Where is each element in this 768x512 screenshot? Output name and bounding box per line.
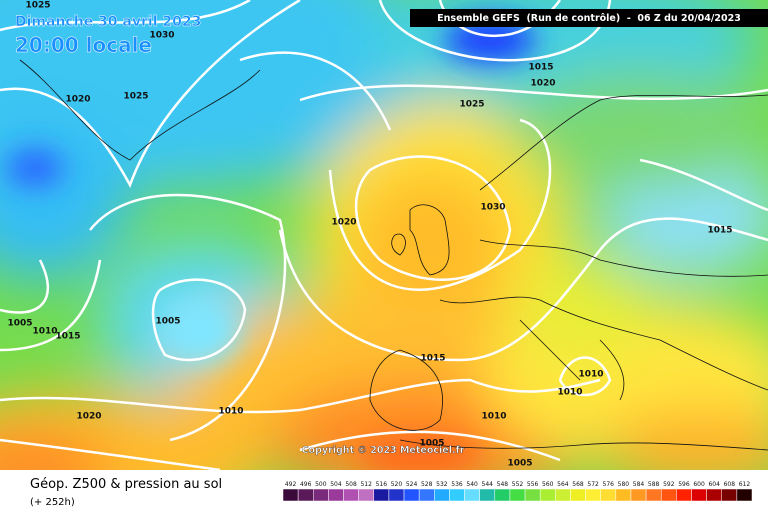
isobar-label: 1025 (459, 100, 484, 110)
scale-swatch (691, 488, 707, 502)
scale-label: 608 (724, 481, 736, 488)
scale-swatch (373, 488, 390, 502)
isobar-label: 1010 (481, 412, 506, 422)
scale-label: 592 (663, 481, 675, 488)
scale-swatch (282, 488, 299, 502)
scale-label: 532 (436, 481, 448, 488)
isobar-label: 1005 (507, 459, 532, 469)
isobar-label: 1005 (7, 319, 32, 329)
map-date: Dimanche 30 avril 2023 (15, 14, 201, 30)
scale-swatch (479, 488, 496, 502)
isobar-label: 1010 (218, 407, 243, 417)
run-info: Ensemble GEFS (Run de contrôle) - 06 Z d… (437, 13, 741, 24)
scale-label: 604 (708, 481, 720, 488)
scale-swatch (676, 488, 692, 502)
scale-label: 580 (618, 481, 630, 488)
isobar-label: 1015 (420, 354, 445, 364)
scale-label: 568 (572, 481, 584, 488)
scale-swatch (509, 488, 526, 502)
scale-label: 536 (451, 481, 463, 488)
scale-swatch (524, 488, 541, 502)
scale-swatch (570, 488, 586, 502)
scale-swatch (736, 488, 753, 502)
scale-label: 520 (391, 481, 403, 488)
scale-label: 544 (482, 481, 494, 488)
scale-label: 572 (587, 481, 599, 488)
scale-swatch (615, 488, 632, 502)
scale-label: 524 (406, 481, 418, 488)
isobar-label: 1020 (65, 95, 90, 105)
isobar-label: 1010 (32, 327, 57, 337)
scale-label: 548 (497, 481, 509, 488)
scale-swatch (630, 488, 647, 502)
isobar-label: 1015 (55, 332, 80, 342)
scale-label: 576 (603, 481, 615, 488)
scale-label: 492 (285, 481, 297, 488)
copyright: Copyright © 2023 Meteociel.fr (302, 445, 465, 456)
isobars (0, 0, 768, 470)
isobar-label: 1030 (149, 31, 174, 41)
scale-label: 588 (648, 481, 660, 488)
scale-label: 612 (739, 481, 751, 488)
footer-lead: (+ 252h) (30, 497, 75, 508)
scale-swatch (660, 488, 677, 502)
isobar-label: 1010 (578, 370, 603, 380)
isobar-label: 1015 (707, 226, 732, 236)
isobar-label: 1030 (480, 203, 505, 213)
isobar-label: 1005 (419, 439, 444, 449)
scale-label: 516 (376, 481, 388, 488)
scale-swatch (721, 488, 738, 502)
scale-label: 496 (300, 481, 312, 488)
scale-swatch (418, 488, 435, 502)
run-banner (410, 9, 768, 27)
scale-swatch (313, 488, 329, 502)
scale-label: 564 (557, 481, 569, 488)
scale-swatch (358, 488, 375, 502)
isobar-label: 1025 (25, 1, 50, 11)
isobar-label: 1020 (76, 412, 101, 422)
scale-swatch (464, 488, 480, 502)
scale-swatch (297, 488, 314, 502)
scale-label: 552 (512, 481, 524, 488)
scale-swatch (555, 488, 571, 502)
isobar-label: 1005 (155, 317, 180, 327)
isobar-label: 1020 (331, 218, 356, 228)
scale-label: 600 (693, 481, 705, 488)
isobar-label: 1010 (557, 388, 582, 398)
scale-swatch (706, 488, 722, 502)
scale-swatch (403, 488, 420, 502)
scale-swatch (600, 488, 617, 502)
scale-label: 500 (315, 481, 327, 488)
color-scale: 492 496 500 504 508 512 516 520 524 528 532 536 540 5… (282, 481, 753, 502)
scale-label: 584 (633, 481, 645, 488)
scale-swatch (449, 488, 465, 502)
footer-title: Géop. Z500 & pression au sol (30, 477, 222, 492)
scale-swatch (328, 488, 344, 502)
scale-label: 528 (421, 481, 433, 488)
scale-swatch (434, 488, 450, 502)
scale-label: 512 (360, 481, 372, 488)
scale-label: 596 (678, 481, 690, 488)
scale-swatch (494, 488, 511, 502)
isobar-label: 1020 (530, 79, 555, 89)
scale-label: 508 (345, 481, 357, 488)
isobar-label: 1025 (123, 92, 148, 102)
scale-label: 504 (330, 481, 342, 488)
scale-swatch (585, 488, 601, 502)
scale-label: 556 (527, 481, 539, 488)
scale-swatch (645, 488, 662, 502)
isobar-label: 1015 (528, 63, 553, 73)
scale-label: 560 (542, 481, 554, 488)
scale-swatch (343, 488, 359, 502)
scale-label: 540 (466, 481, 478, 488)
coastlines (19, 59, 768, 451)
scale-swatch (388, 488, 405, 502)
map-time: 20:00 locale (15, 33, 152, 57)
scale-swatch (539, 488, 556, 502)
